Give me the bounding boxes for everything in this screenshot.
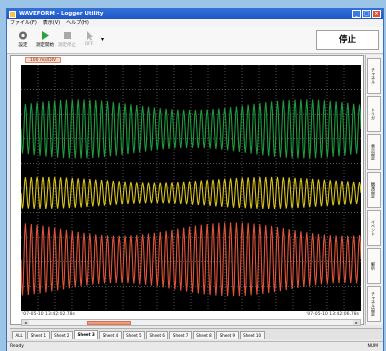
side-tab-7[interactable]: チャネル設定	[367, 286, 381, 322]
cursor-off-label: OFF	[84, 42, 94, 47]
sheet-tab-8[interactable]: Sheet 8	[192, 331, 216, 339]
app-icon	[9, 10, 16, 18]
waveform-plot[interactable]	[21, 65, 361, 311]
side-tab-5[interactable]: イベント	[367, 210, 381, 246]
stop-measurement-button[interactable]: 測定停止	[57, 30, 77, 50]
cursor-off-button[interactable]: OFF	[79, 30, 99, 50]
window-title: WAVEFORM - Logger Utility	[19, 10, 104, 17]
start-measurement-button[interactable]: 測定開始	[35, 30, 55, 50]
measurement-status: 停止	[316, 30, 379, 50]
horizontal-scrollbar[interactable]: ◂ ▸	[21, 319, 361, 326]
menu-file[interactable]: ファイル(F)	[10, 20, 37, 26]
menu-help[interactable]: ヘルプ(H)	[66, 20, 89, 26]
sheet-tab-3[interactable]: Sheet 3	[73, 329, 99, 339]
start-measurement-label: 測定開始	[36, 43, 54, 48]
title-bar: WAVEFORM - Logger Utility _ □ ×	[7, 9, 383, 19]
side-tab-1[interactable]: チャネル	[367, 58, 381, 94]
sheet-tab-2[interactable]: Sheet 2	[50, 331, 73, 339]
sheet-tab-4[interactable]: Sheet 4	[99, 331, 122, 339]
time-scale-tag[interactable]: 100 ms/DIV	[25, 56, 61, 63]
status-text: Ready	[10, 344, 24, 349]
waveform-trace-2	[21, 176, 361, 209]
cursor-icon	[87, 31, 93, 41]
side-tab-bar: チャネルトリガ表示設定観測設定イベント解析チャネル設定	[365, 55, 383, 325]
menu-bar: ファイル(F) 表示(V) ヘルプ(H)	[7, 19, 383, 27]
side-tab-6[interactable]: 解析	[367, 248, 381, 284]
side-tab-3[interactable]: 表示設定	[367, 134, 381, 170]
waveform-trace-1	[21, 99, 361, 159]
start-timestamp: '07-05-10 13:42:02.78s	[22, 312, 75, 317]
status-bar: Ready NUM	[7, 341, 383, 351]
sheet-tab-7[interactable]: Sheet 7	[169, 331, 192, 339]
sheet-tab-10[interactable]: Sheet 10	[239, 331, 265, 339]
waveform-svg	[21, 65, 361, 311]
sheet-tab-1[interactable]: Sheet 1	[27, 331, 50, 339]
toolbar: 設定 測定開始 測定停止 OFF ▾ 停止	[7, 27, 383, 54]
settings-label: 設定	[18, 43, 28, 48]
side-tab-4[interactable]: 観測設定	[367, 172, 381, 208]
scroll-left-icon[interactable]: ◂	[22, 320, 29, 325]
settings-button[interactable]: 設定	[13, 30, 33, 50]
scroll-right-icon[interactable]: ▸	[353, 320, 360, 325]
app-window: WAVEFORM - Logger Utility _ □ × ファイル(F) …	[6, 8, 384, 351]
play-icon	[42, 31, 49, 40]
end-timestamp: '07-05-10 13:42:06.78s	[306, 312, 359, 317]
menu-view[interactable]: 表示(V)	[42, 20, 61, 26]
sheet-tab-all[interactable]: ALL	[12, 331, 27, 339]
close-button[interactable]: ×	[372, 10, 381, 18]
sheet-tab-6[interactable]: Sheet 6	[146, 331, 169, 339]
scroll-thumb[interactable]	[87, 320, 131, 325]
stop-measurement-label: 測定停止	[58, 43, 76, 48]
cursor-dropdown-icon[interactable]: ▾	[101, 36, 105, 43]
side-tab-2[interactable]: トリガ	[367, 96, 381, 132]
sheet-tab-9[interactable]: Sheet 9	[216, 331, 239, 339]
waveform-trace-3	[21, 222, 361, 297]
minimize-button[interactable]: _	[352, 10, 361, 18]
sheet-tab-5[interactable]: Sheet 5	[122, 331, 146, 339]
gear-icon	[19, 31, 27, 40]
maximize-button[interactable]: □	[362, 10, 371, 18]
num-lock-indicator: NUM	[367, 344, 378, 349]
stop-icon	[64, 32, 71, 39]
